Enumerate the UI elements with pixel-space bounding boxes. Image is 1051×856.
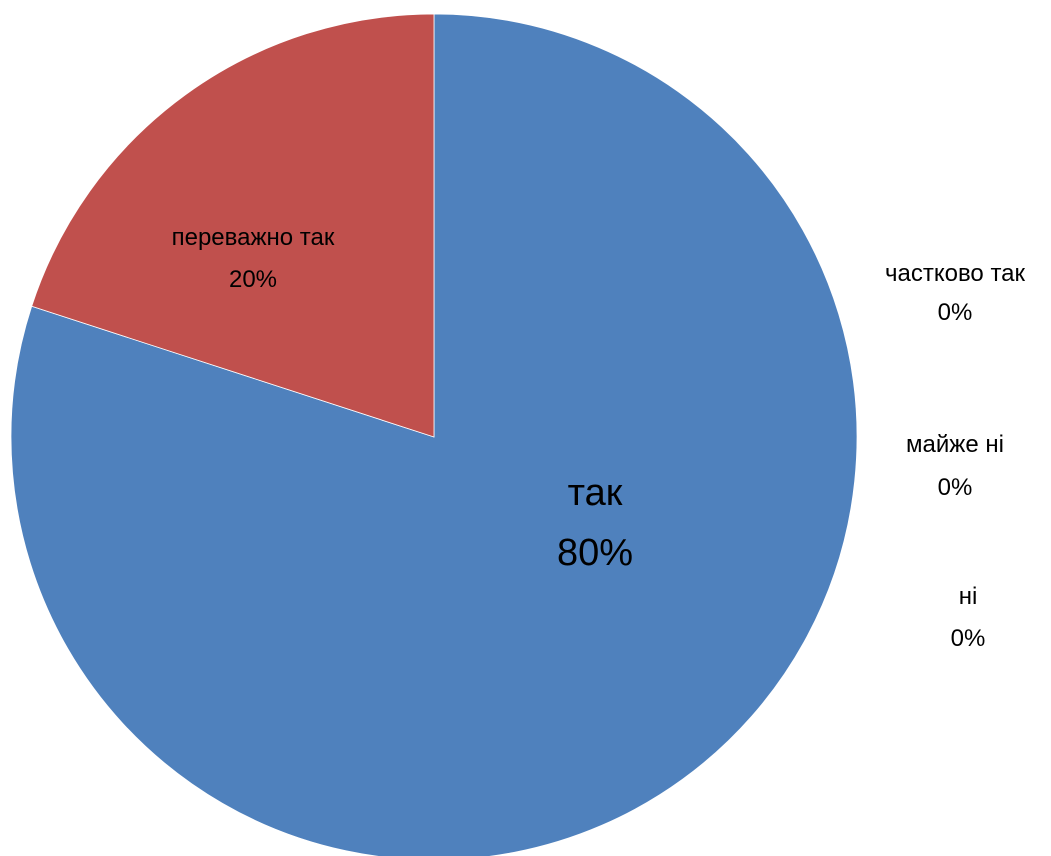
pie-slice-переважно-так bbox=[31, 13, 435, 438]
slice-label-переважно-так: переважно так bbox=[172, 224, 335, 251]
slice-value-переважно-так: 20% bbox=[229, 266, 277, 293]
slice-value-майже-ні: 0% bbox=[938, 474, 973, 501]
slice-label-майже-ні: майже ні bbox=[906, 431, 1004, 458]
slice-value-ні: 0% bbox=[951, 625, 986, 652]
slices-layer bbox=[10, 13, 858, 856]
slice-label-ні: ні bbox=[959, 583, 978, 610]
labels-layer: так 80% переважно так 20% частково так 0% майж… bbox=[172, 224, 1026, 652]
slice-value-так: 80% bbox=[557, 532, 633, 574]
slice-label-частково-так: частково так bbox=[885, 260, 1026, 287]
slice-value-частково-так: 0% bbox=[938, 299, 973, 326]
slice-label-так: так bbox=[568, 472, 623, 514]
